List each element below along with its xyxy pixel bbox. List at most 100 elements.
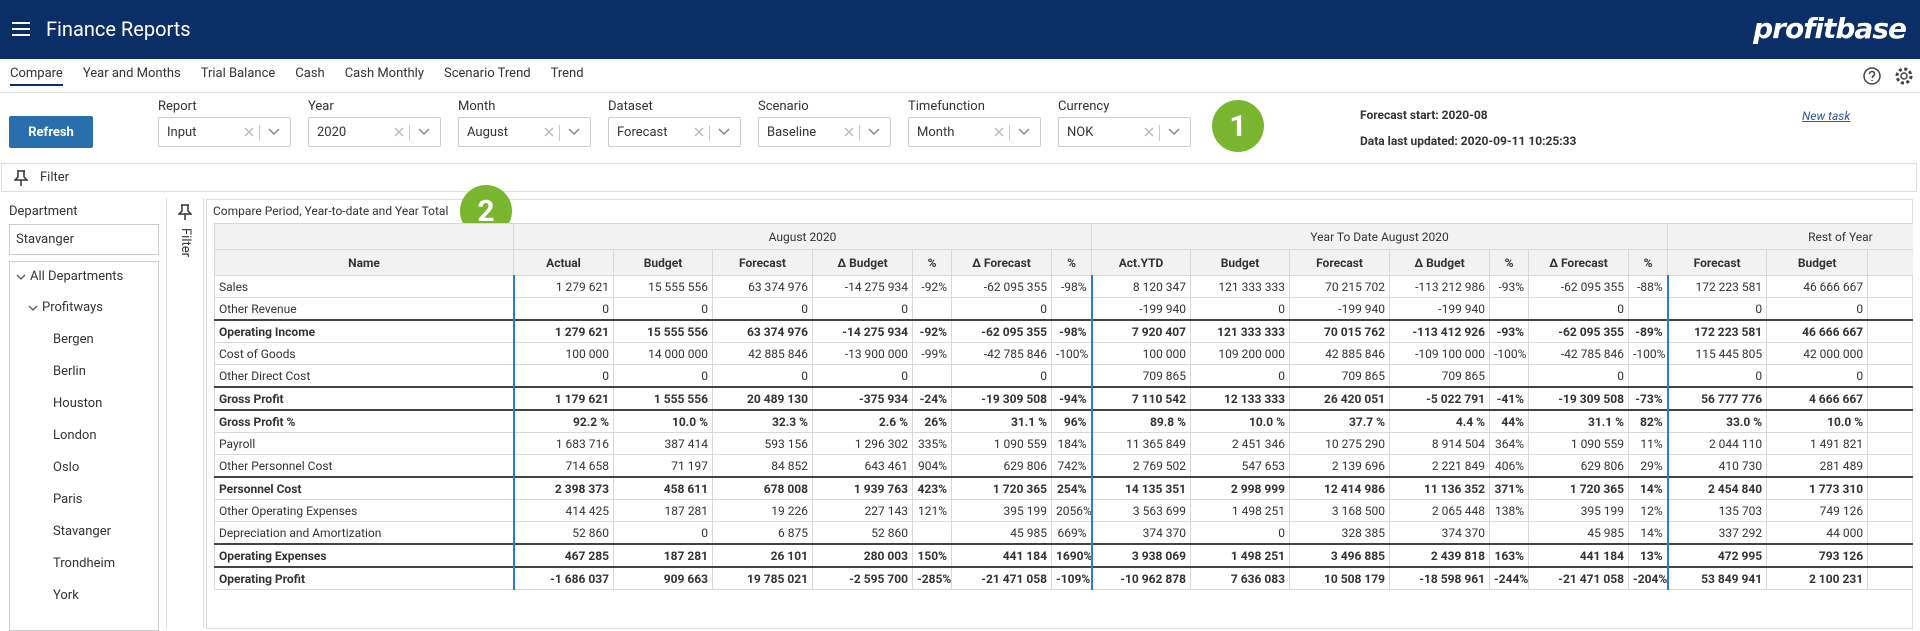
column-header[interactable]: % [1490, 250, 1529, 276]
tree-item[interactable]: London [53, 428, 97, 443]
new-task-link[interactable]: New task [1802, 109, 1850, 123]
chevron-icon[interactable] [417, 125, 431, 139]
tree-item[interactable]: Oslo [53, 460, 79, 475]
side-filter-label: Filter [178, 228, 193, 257]
table-cell: 138% [1490, 500, 1529, 522]
chevron-icon[interactable] [1167, 125, 1181, 139]
dropdown[interactable]: August [458, 117, 591, 147]
chevron-icon[interactable] [717, 125, 731, 139]
table-cell: 714 658 [514, 455, 614, 478]
column-header[interactable]: Forecast [713, 250, 813, 276]
table-cell: 135 703 [1668, 500, 1767, 522]
table-cell: -98% [1052, 276, 1092, 298]
column-header[interactable]: Δ Forecast [1529, 250, 1629, 276]
expand-icon[interactable] [16, 272, 26, 282]
clear-icon[interactable] [243, 125, 255, 139]
clear-icon[interactable] [693, 125, 705, 139]
table-cell: 33.0 % [1668, 410, 1767, 433]
column-header[interactable]: Δ Budget [813, 250, 913, 276]
tree-item[interactable]: All Departments [30, 269, 123, 284]
table-cell: 593 156 [713, 433, 813, 455]
table-cell: 678 008 [713, 477, 813, 500]
column-header[interactable]: Budget [1191, 250, 1290, 276]
field-label: Report [158, 99, 197, 114]
column-header[interactable]: Δ Budget [1390, 250, 1490, 276]
table-cell: 3 938 069 [1092, 544, 1191, 567]
chevron-icon[interactable] [267, 125, 281, 139]
column-header[interactable]: Budget [614, 250, 713, 276]
table-cell [913, 298, 952, 321]
table-cell: -14 275 934 [813, 276, 913, 298]
dropdown[interactable]: Forecast [608, 117, 741, 147]
column-header[interactable]: Forecast [1290, 250, 1390, 276]
column-header[interactable]: Actual [514, 250, 614, 276]
clear-icon[interactable] [843, 125, 855, 139]
tab[interactable]: Cash Monthly [345, 66, 424, 86]
table-title: Compare Period, Year-to-date and Year To… [213, 204, 448, 218]
dropdown[interactable]: Input [158, 117, 291, 147]
settings-icon[interactable] [1893, 65, 1915, 87]
expand-icon[interactable] [28, 303, 38, 313]
table-cell: 172 223 581 [1668, 276, 1767, 298]
row-name: Personnel Cost [215, 477, 514, 500]
table-cell: 2 998 999 [1191, 477, 1290, 500]
table-cell: 42 885 846 [1290, 343, 1390, 365]
table-cell [1629, 298, 1668, 321]
table-cell: 629 806 [1529, 455, 1629, 478]
tree-item[interactable]: Profitways [42, 300, 103, 315]
table-cell: 1 279 621 [514, 320, 614, 343]
chevron-icon[interactable] [867, 125, 881, 139]
table-cell: 26 420 051 [1290, 387, 1390, 410]
table-cell: 458 611 [614, 477, 713, 500]
tab[interactable]: Year and Months [83, 66, 181, 86]
table-cell: 1 498 251 [1191, 500, 1290, 522]
column-header[interactable]: % [913, 250, 952, 276]
tree-item[interactable]: Stavanger [53, 524, 111, 539]
column-header[interactable]: Forecast [1668, 250, 1767, 276]
menu-icon[interactable] [12, 21, 30, 37]
clear-icon[interactable] [393, 125, 405, 139]
filter-bar[interactable]: Filter [1, 163, 1917, 192]
dropdown[interactable]: 2020 [308, 117, 441, 147]
clear-icon[interactable] [993, 125, 1005, 139]
tab[interactable]: Trial Balance [201, 66, 276, 86]
table-cell: 26 101 [713, 544, 813, 567]
tab[interactable]: Trend [551, 66, 584, 86]
tree-item[interactable]: Paris [53, 492, 82, 507]
table-cell: 0 [1767, 298, 1868, 321]
tree-item[interactable]: Houston [53, 396, 102, 411]
chevron-icon[interactable] [567, 125, 581, 139]
chevron-icon[interactable] [1017, 125, 1031, 139]
dropdown[interactable]: Month [908, 117, 1041, 147]
refresh-button[interactable]: Refresh [9, 116, 93, 148]
help-icon[interactable] [1862, 66, 1882, 86]
column-header[interactable]: Act.YTD [1092, 250, 1191, 276]
clear-icon[interactable] [1143, 125, 1155, 139]
table-row: Other Revenue00000-199 9400-199 940-199 … [215, 298, 1914, 321]
tab[interactable]: Compare [10, 66, 63, 86]
column-header[interactable]: Name [215, 250, 514, 276]
table-cell [913, 522, 952, 545]
dropdown[interactable]: NOK [1058, 117, 1191, 147]
column-header[interactable]: Δ Forecast [952, 250, 1052, 276]
table-cell: 46 666 667 [1767, 320, 1868, 343]
tab[interactable]: Cash [295, 66, 324, 86]
table-row: Gross Profit1 179 6211 555 55620 489 130… [215, 387, 1914, 410]
tree-item[interactable]: York [53, 588, 79, 603]
table-cell: 4.4 % [1390, 410, 1490, 433]
dropdown[interactable]: Baseline [758, 117, 891, 147]
column-header[interactable]: % [1052, 250, 1092, 276]
tree-item[interactable]: Berlin [53, 364, 86, 379]
table-cell: 89.8 % [1092, 410, 1191, 433]
department-input[interactable]: Stavanger [9, 224, 159, 255]
side-filter-strip[interactable] [166, 198, 204, 628]
table-cell: -93% [1490, 320, 1529, 343]
tree-item[interactable]: Bergen [53, 332, 94, 347]
column-header[interactable]: Budget [1767, 250, 1868, 276]
column-header[interactable]: % [1629, 250, 1668, 276]
clear-icon[interactable] [543, 125, 555, 139]
table-cell: 0 [1668, 365, 1767, 388]
table-cell: 0 [813, 298, 913, 321]
tab[interactable]: Scenario Trend [444, 66, 531, 86]
tree-item[interactable]: Trondheim [53, 556, 115, 571]
